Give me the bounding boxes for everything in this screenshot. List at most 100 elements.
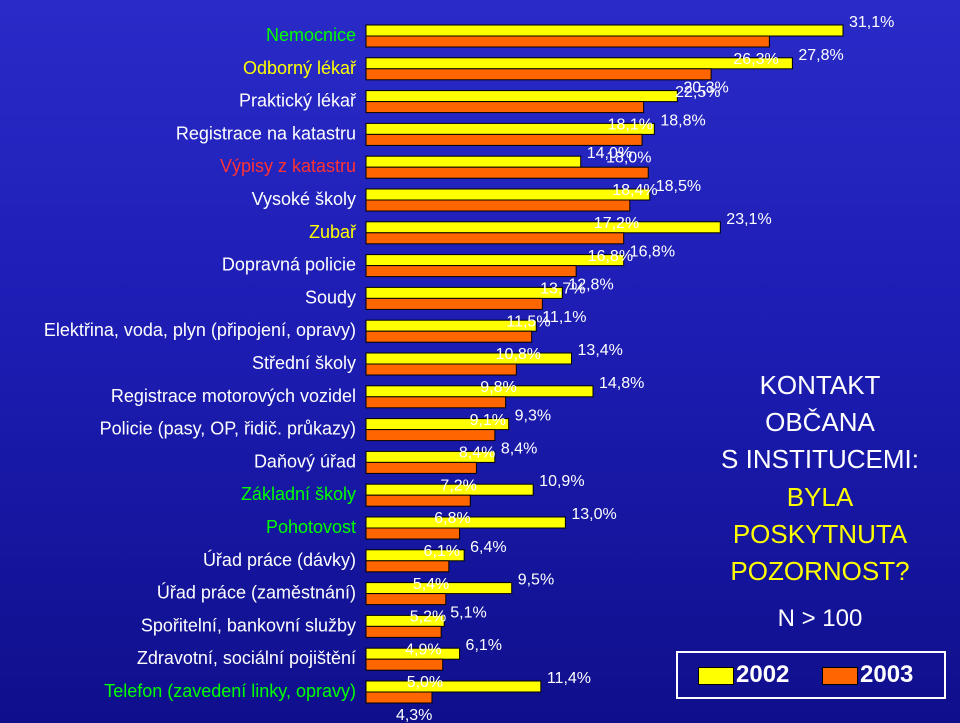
- category-label: Spořitelní, bankovní služby: [141, 615, 356, 635]
- value-label-2002: 10,9%: [539, 473, 584, 490]
- bar-2003: [365, 199, 631, 212]
- value-label-2002: 9,3%: [515, 408, 551, 425]
- bar-2003: [365, 396, 507, 409]
- value-label-2003: 18,4%: [612, 182, 657, 199]
- category-label: Telefon (zavedení linky, opravy): [104, 681, 356, 701]
- sample-size: N > 100: [777, 605, 863, 632]
- value-label-2003: 17,2%: [594, 215, 639, 232]
- bar-2003: [365, 166, 649, 179]
- bar-2003: [365, 232, 625, 245]
- bar-2003: [365, 330, 533, 343]
- category-label: Základní školy: [241, 484, 356, 504]
- category-label: Policie (pasy, OP, řidič. průkazy): [100, 419, 356, 439]
- bar-2003: [365, 429, 496, 442]
- bar-2002: [365, 90, 678, 103]
- value-label-2003: 5,0%: [407, 674, 443, 691]
- category-label: Registrace motorových vozidel: [111, 386, 356, 406]
- info-line-poskytnuta: POSKYTNUTA: [732, 519, 908, 549]
- value-label-2002: 9,5%: [518, 572, 554, 589]
- bar-2002: [365, 24, 844, 37]
- bar-2003: [365, 101, 645, 114]
- bar-2003: [365, 363, 517, 376]
- value-label-2002: 8,4%: [501, 440, 537, 457]
- value-label-2003: 5,2%: [410, 609, 446, 626]
- value-label-2003: 18,1%: [608, 117, 653, 134]
- legend-label-2002: 2002: [736, 661, 790, 688]
- bar-2003: [365, 494, 471, 507]
- value-label-2003: 4,3%: [396, 707, 432, 723]
- category-label: Odborný lékař: [243, 58, 357, 78]
- legend: 2002 2003: [676, 651, 946, 699]
- bar-2002: [365, 286, 563, 299]
- bars-group: [365, 24, 844, 704]
- category-label: Vysoké školy: [252, 189, 356, 209]
- category-labels: Nemocnice Odborný lékař Praktický lékař Reg…: [44, 25, 357, 701]
- bar-2003: [365, 297, 543, 310]
- value-label-2003: 13,7%: [540, 281, 585, 298]
- category-label: Elektřina, voda, plyn (připojení, opravy…: [44, 320, 356, 340]
- value-label-2002: 11,1%: [542, 309, 586, 326]
- value-label-2003: 26,3%: [733, 51, 778, 68]
- category-label: Úřad práce (dávky): [203, 549, 356, 570]
- bar-2003: [365, 593, 447, 606]
- value-label-2003: 9,1%: [470, 412, 506, 429]
- value-label-2003: 22,5%: [675, 84, 720, 101]
- value-label-2002: 14,8%: [599, 375, 644, 392]
- bar-2003: [365, 265, 577, 278]
- bar-2003: [365, 527, 461, 540]
- value-label-2002: 12,8%: [568, 276, 613, 293]
- legend-label-2003: 2003: [860, 661, 914, 688]
- value-label-2002: 18,5%: [656, 178, 701, 195]
- value-label-2003: 18,0%: [606, 149, 651, 166]
- category-label: Daňový úřad: [254, 451, 356, 471]
- category-label: Soudy: [305, 287, 356, 307]
- bar-2002: [365, 516, 566, 529]
- value-label-2002: 13,0%: [571, 506, 616, 523]
- bar-2002: [365, 57, 793, 70]
- value-label-2003: 10,8%: [496, 346, 541, 363]
- info-line-obcana: OBČANA: [765, 407, 875, 437]
- info-line-pozornost: POZORNOST?: [730, 556, 910, 586]
- bar-2003: [365, 625, 442, 638]
- value-label-2002: 20,3%: [683, 80, 728, 97]
- value-label-2002: 6,1%: [466, 637, 502, 654]
- category-label: Zdravotní, sociální pojištění: [137, 648, 356, 668]
- value-label-2002: 11,4%: [547, 670, 591, 687]
- value-label-2003: 6,8%: [434, 510, 470, 527]
- value-label-2003: 9,8%: [480, 379, 516, 396]
- value-label-2002: 27,8%: [798, 47, 843, 64]
- value-label-2002: 16,8%: [630, 244, 675, 261]
- bar-2003: [365, 691, 433, 704]
- category-label: Nemocnice: [266, 25, 356, 45]
- value-label-2003: 16,8%: [588, 248, 633, 265]
- value-label-2002: 13,4%: [578, 342, 623, 359]
- bar-2002: [365, 254, 625, 267]
- category-label: Dopravná policie: [222, 255, 356, 275]
- bar-2003: [365, 658, 444, 671]
- category-label: Úřad práce (zaměstnání): [157, 582, 356, 603]
- value-label-2003: 4,9%: [405, 641, 441, 658]
- bar-2003: [365, 560, 450, 573]
- bar-2003: [365, 35, 770, 48]
- value-label-2002: 31,1%: [849, 14, 894, 31]
- bar-2002: [365, 188, 651, 201]
- category-label: Pohotovost: [266, 517, 356, 537]
- info-line-byla: BYLA: [786, 482, 854, 512]
- legend-swatch-2003: [822, 667, 858, 685]
- value-label-2002: 18,8%: [660, 112, 705, 129]
- bar-2002: [365, 680, 542, 693]
- value-labels: 31,1% 26,3% 27,8% 22,5%20,3% 18,1% 18,8% 18,0%…: [396, 14, 894, 723]
- info-line-institucemi: S INSTITUCEMI:: [721, 444, 919, 474]
- category-label: Registrace na katastru: [176, 123, 356, 143]
- value-label-2002: 14,0%: [587, 145, 632, 162]
- bar-2002: [365, 155, 582, 168]
- bar-2003: [365, 68, 712, 81]
- bar-2002: [365, 221, 721, 234]
- legend-swatch-2002: [698, 667, 734, 685]
- value-label-2002: 5,1%: [450, 604, 486, 621]
- value-label-2003: 11,5%: [506, 313, 550, 330]
- category-label: Praktický lékař: [239, 91, 357, 111]
- value-label-2002: 6,4%: [470, 539, 506, 556]
- value-label-2002: 23,1%: [726, 211, 771, 228]
